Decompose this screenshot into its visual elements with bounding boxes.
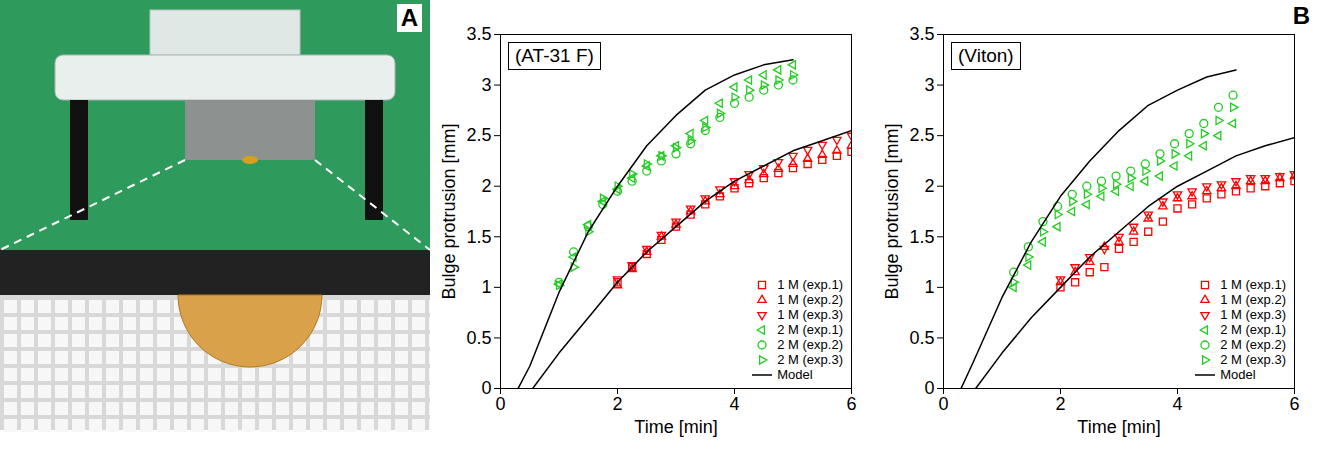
html-text:2 M (exp.3): 2 M (exp.3) [1220,352,1286,367]
svg-text:2: 2 [924,176,934,196]
html-text:2 M (exp.3): 2 M (exp.3) [777,352,843,367]
html-text:1 M (exp.3): 1 M (exp.3) [777,307,843,322]
svg-text:3.5: 3.5 [909,24,934,44]
html-text:2 M (exp.1): 2 M (exp.1) [777,322,843,337]
svg-text:0: 0 [924,378,934,398]
html-text:(AT-31 F): (AT-31 F) [515,45,594,66]
html-text:1 M (exp.3): 1 M (exp.3) [1220,307,1286,322]
svg-text:4: 4 [1172,394,1182,414]
svg-text:Bulge protrusion [mm]: Bulge protrusion [mm] [882,123,902,299]
svg-text:0: 0 [481,378,491,398]
svg-text:4: 4 [729,394,739,414]
svg-text:1.5: 1.5 [466,227,491,247]
html-text:1 M (exp.2): 1 M (exp.2) [777,292,843,307]
html-text:1 M (exp.2): 1 M (exp.2) [1220,292,1286,307]
svg-text:2: 2 [1055,394,1065,414]
svg-text:6: 6 [1289,394,1299,414]
html-text:A: A [400,4,418,31]
svg-text:1: 1 [924,277,934,297]
html-text:1 M (exp.1): 1 M (exp.1) [1220,277,1286,292]
svg-text:3: 3 [924,75,934,95]
svg-text:1: 1 [481,277,491,297]
svg-text:2: 2 [612,394,622,414]
html-text:(Viton): (Viton) [958,45,1014,66]
svg-text:0.5: 0.5 [466,328,491,348]
svg-text:3: 3 [481,75,491,95]
svg-text:0: 0 [938,394,948,414]
svg-text:Time [min]: Time [min] [634,417,717,437]
svg-text:Time [min]: Time [min] [1077,417,1160,437]
svg-text:6: 6 [846,394,856,414]
svg-text:1.5: 1.5 [909,227,934,247]
html-text:Model: Model [1220,367,1256,382]
html-text:2 M (exp.2): 2 M (exp.2) [777,337,843,352]
svg-text:2: 2 [481,176,491,196]
svg-text:0: 0 [495,394,505,414]
svg-text:Bulge protrusion [mm]: Bulge protrusion [mm] [439,123,459,299]
html-text:1 M (exp.1): 1 M (exp.1) [777,277,843,292]
svg-text:2.5: 2.5 [466,125,491,145]
html-text:2 M (exp.1): 2 M (exp.1) [1220,322,1286,337]
svg-text:0.5: 0.5 [909,328,934,348]
svg-text:2.5: 2.5 [909,125,934,145]
html-text:Model: Model [777,367,813,382]
html-text:2 M (exp.2): 2 M (exp.2) [1220,337,1286,352]
html-text:B: B [1292,2,1310,29]
svg-text:3.5: 3.5 [466,24,491,44]
